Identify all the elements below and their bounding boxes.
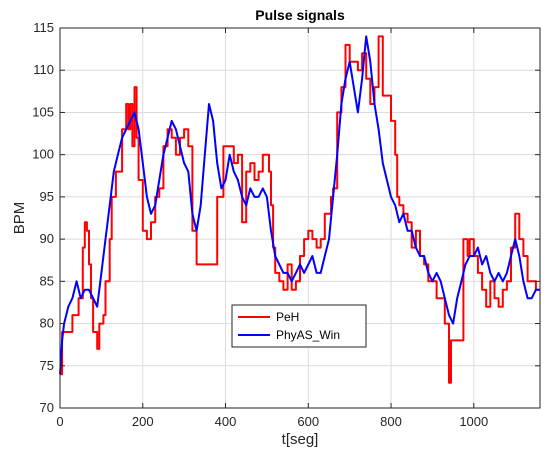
x-tick-label: 800 [380,414,402,429]
chart-title: Pulse signals [255,7,345,23]
y-tick-label: 80 [40,316,54,331]
y-tick-label: 90 [40,231,54,246]
series-layer [59,35,540,384]
y-tick-label: 100 [32,147,54,162]
series-phyas-win [59,35,540,375]
y-tick-label: 115 [33,20,54,35]
y-tick-label: 105 [32,104,54,119]
axes-box [59,27,541,409]
legend-box [231,304,367,348]
tick-labels: 0 200 400 600 800 1000 70 75 80 85 90 95 100 105 110 11… [32,20,488,429]
x-tick-label: 1000 [459,414,488,429]
x-tick-label: 600 [297,414,319,429]
y-tick-label: 85 [40,273,54,288]
x-tick-label: 400 [215,414,237,429]
grid [59,27,540,409]
legend: PeH PhyAS_Win [231,304,367,348]
y-tick-label: 75 [40,358,54,373]
legend-label-peh: PeH [276,310,299,324]
legend-label-phyas-win: PhyAS_Win [276,328,340,342]
series-peh [60,35,540,384]
y-axis-label: BPM [11,202,28,235]
y-tick-label: 70 [40,400,54,415]
x-axis-label: t[seg] [282,431,319,448]
x-tick-label: 200 [132,414,154,429]
y-tick-label: 110 [33,62,54,77]
plot-area [60,28,540,408]
x-tick-label: 0 [56,414,63,429]
y-tick-label: 95 [40,189,54,204]
ticks [59,27,540,409]
